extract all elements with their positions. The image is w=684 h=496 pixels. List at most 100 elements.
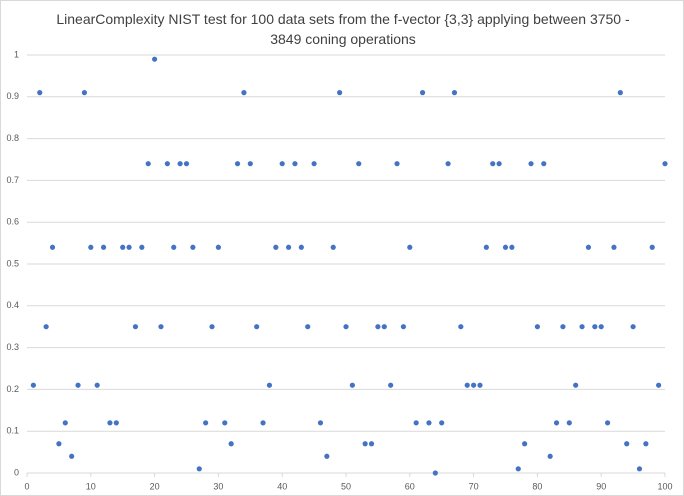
point — [375, 324, 381, 330]
point — [273, 244, 279, 250]
point — [324, 453, 330, 459]
point — [126, 244, 132, 250]
point — [152, 56, 158, 62]
point — [515, 466, 521, 472]
point — [94, 382, 100, 388]
point — [279, 161, 285, 167]
point — [254, 324, 260, 330]
point — [311, 161, 317, 167]
point — [630, 324, 636, 330]
point — [624, 441, 630, 447]
point — [292, 161, 298, 167]
y-tick-label: 0.6 — [6, 217, 19, 227]
point — [120, 244, 126, 250]
point — [662, 161, 668, 167]
point — [617, 90, 623, 96]
point — [171, 244, 177, 250]
point — [62, 420, 68, 426]
point — [368, 441, 375, 447]
point — [164, 161, 170, 167]
y-tick-label: 0.7 — [6, 175, 19, 185]
y-tick-label: 0.3 — [6, 342, 19, 352]
point — [656, 382, 662, 388]
point — [407, 244, 413, 250]
point — [400, 324, 407, 330]
point — [285, 244, 292, 250]
point — [356, 161, 362, 167]
point — [337, 90, 343, 96]
point — [413, 420, 419, 426]
point — [509, 244, 515, 250]
point — [419, 90, 426, 96]
point — [43, 324, 49, 330]
point — [81, 90, 88, 96]
point — [260, 420, 266, 426]
point — [241, 90, 247, 96]
point — [196, 466, 202, 472]
point — [553, 420, 560, 426]
point — [56, 441, 62, 447]
point — [483, 244, 489, 250]
point — [222, 420, 228, 426]
point — [611, 244, 617, 250]
point — [426, 420, 432, 426]
x-tick-label: 20 — [150, 481, 160, 491]
y-tick-label: 0.5 — [6, 258, 19, 268]
point — [496, 161, 502, 167]
point — [636, 466, 643, 472]
y-tick-label: 1 — [14, 49, 19, 59]
y-tick-label: 0.9 — [6, 91, 19, 101]
point — [445, 161, 451, 167]
point — [75, 382, 81, 388]
point — [490, 161, 496, 167]
point — [298, 244, 304, 250]
chart-title: LinearComplexity NIST test for 100 data … — [56, 11, 630, 47]
x-tick-label: 70 — [469, 481, 479, 491]
point — [451, 90, 458, 96]
point — [566, 420, 572, 426]
point — [534, 324, 541, 330]
point — [528, 161, 534, 167]
y-tick-label: 0.4 — [6, 300, 19, 310]
point — [394, 161, 400, 167]
point — [432, 470, 438, 476]
point — [228, 441, 234, 447]
point — [502, 244, 509, 250]
x-tick-label: 90 — [596, 481, 606, 491]
point — [585, 244, 592, 250]
point — [362, 441, 368, 447]
point — [592, 324, 598, 330]
point — [598, 324, 604, 330]
point — [266, 382, 273, 388]
y-tick-label: 0.1 — [6, 426, 19, 436]
y-tick-label: 0.2 — [6, 384, 19, 394]
point — [100, 244, 107, 250]
x-tick-label: 100 — [657, 481, 672, 491]
point — [604, 420, 611, 426]
x-tick-label: 0 — [24, 481, 29, 491]
point — [464, 382, 470, 388]
point — [381, 324, 387, 330]
point — [113, 420, 119, 426]
point — [37, 90, 43, 96]
y-tick-label: 0 — [14, 467, 19, 477]
x-tick-label: 60 — [405, 481, 415, 491]
x-tick-label: 40 — [277, 481, 287, 491]
point — [649, 244, 655, 250]
point — [132, 324, 139, 330]
point — [388, 382, 394, 388]
point — [477, 382, 483, 388]
point — [349, 382, 355, 388]
point — [458, 324, 464, 330]
point — [330, 244, 336, 250]
x-tick-label: 50 — [341, 481, 351, 491]
point — [247, 161, 253, 167]
point — [203, 420, 209, 426]
point — [234, 161, 241, 167]
point — [522, 441, 528, 447]
point — [541, 161, 547, 167]
point — [343, 324, 349, 330]
point — [183, 161, 190, 167]
point — [139, 244, 145, 250]
